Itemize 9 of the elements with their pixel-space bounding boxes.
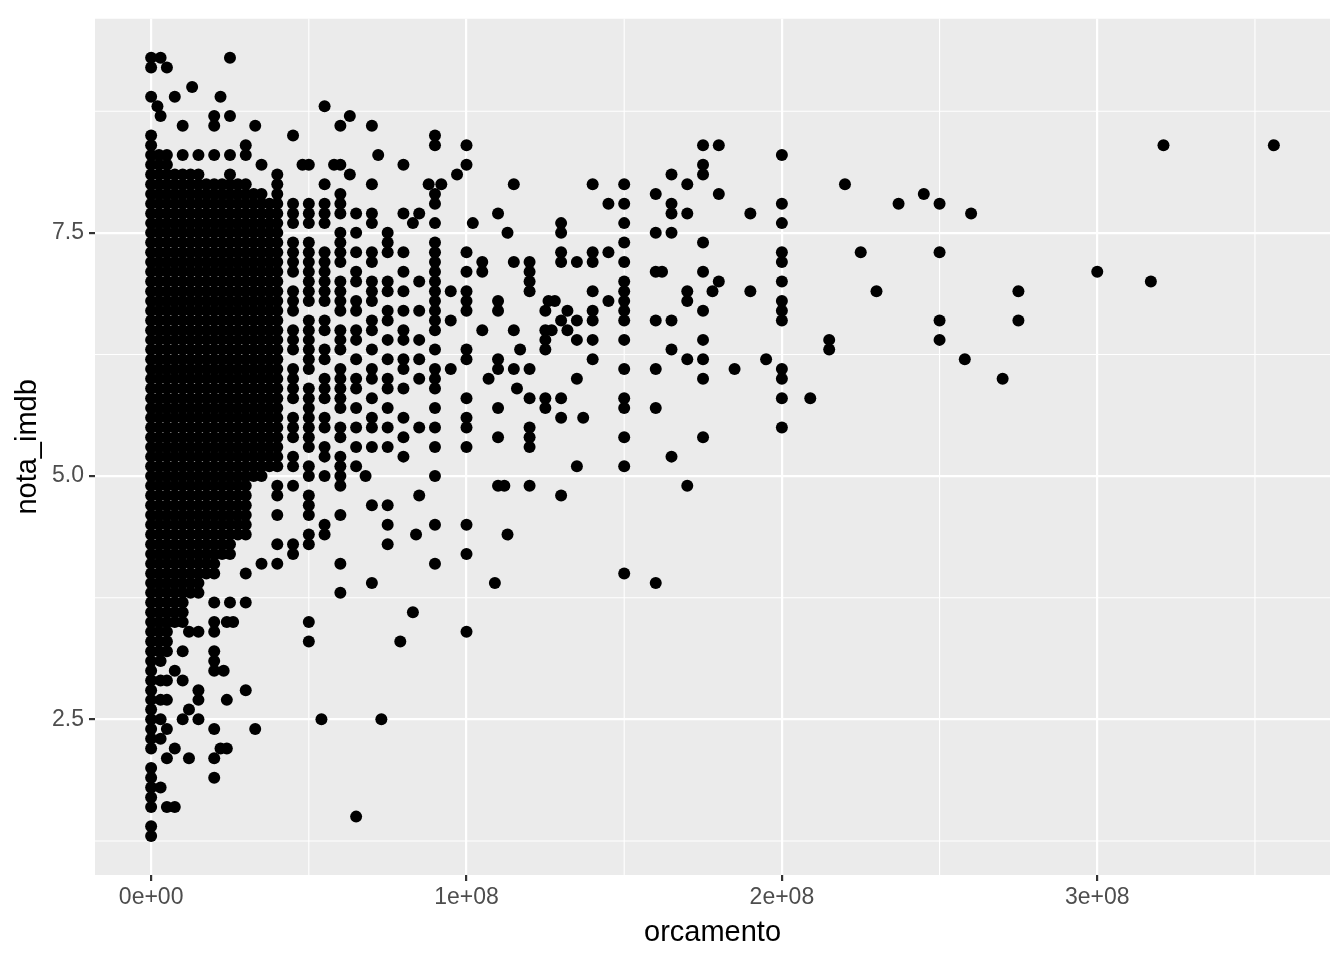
x-tick-label: 3e+08 xyxy=(1064,883,1130,910)
x-tick-label: 0e+00 xyxy=(118,883,184,910)
x-tick-label: 1e+08 xyxy=(434,883,499,910)
y-tick-label: 7.5 xyxy=(52,218,84,245)
y-tick-label: 5.0 xyxy=(52,461,84,488)
y-tick-label: 2.5 xyxy=(52,704,84,731)
x-axis-title: orcamento xyxy=(643,914,782,947)
y-axis-title: nota_imdb xyxy=(10,379,43,515)
x-tick-label: 2e+08 xyxy=(749,883,815,910)
